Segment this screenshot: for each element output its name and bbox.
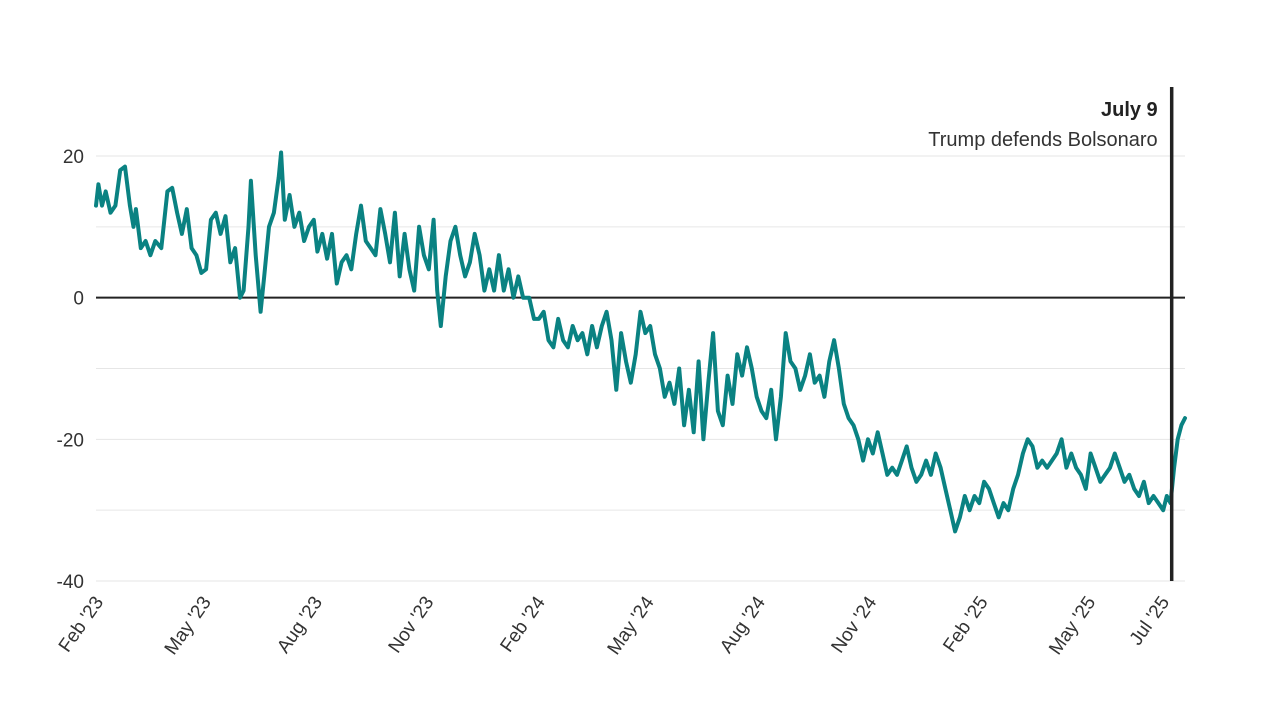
- x-tick-label: Feb '25: [939, 593, 992, 656]
- annotation-text: Trump defends Bolsonaro: [928, 129, 1157, 151]
- x-tick-label: Jul '25: [1126, 593, 1174, 650]
- x-tick-label: May '23: [161, 593, 216, 659]
- y-tick-label: 20: [63, 147, 84, 168]
- x-tick-label: Feb '24: [497, 592, 550, 656]
- x-tick-label: Nov '24: [827, 592, 881, 657]
- y-tick-label: -40: [57, 572, 84, 593]
- y-tick-label: 0: [73, 289, 84, 310]
- x-tick-label: May '25: [1045, 593, 1100, 659]
- x-axis-labels: Feb '23 May '23 Aug '23 Nov '23 Feb '24 May '…: [55, 592, 1174, 658]
- series-line: [94, 150, 1187, 534]
- y-tick-label: -20: [57, 430, 84, 451]
- x-tick-label: May '24: [604, 592, 659, 658]
- x-tick-label: Aug '23: [273, 593, 327, 657]
- x-tick-label: Feb '23: [55, 593, 108, 656]
- annotation-date: July 9: [1101, 99, 1158, 121]
- x-tick-label: Aug '24: [716, 592, 770, 657]
- x-tick-label: Nov '23: [385, 593, 439, 657]
- gridlines: [96, 155, 1185, 582]
- y-axis-labels: 20 0 -20 -40: [57, 147, 84, 593]
